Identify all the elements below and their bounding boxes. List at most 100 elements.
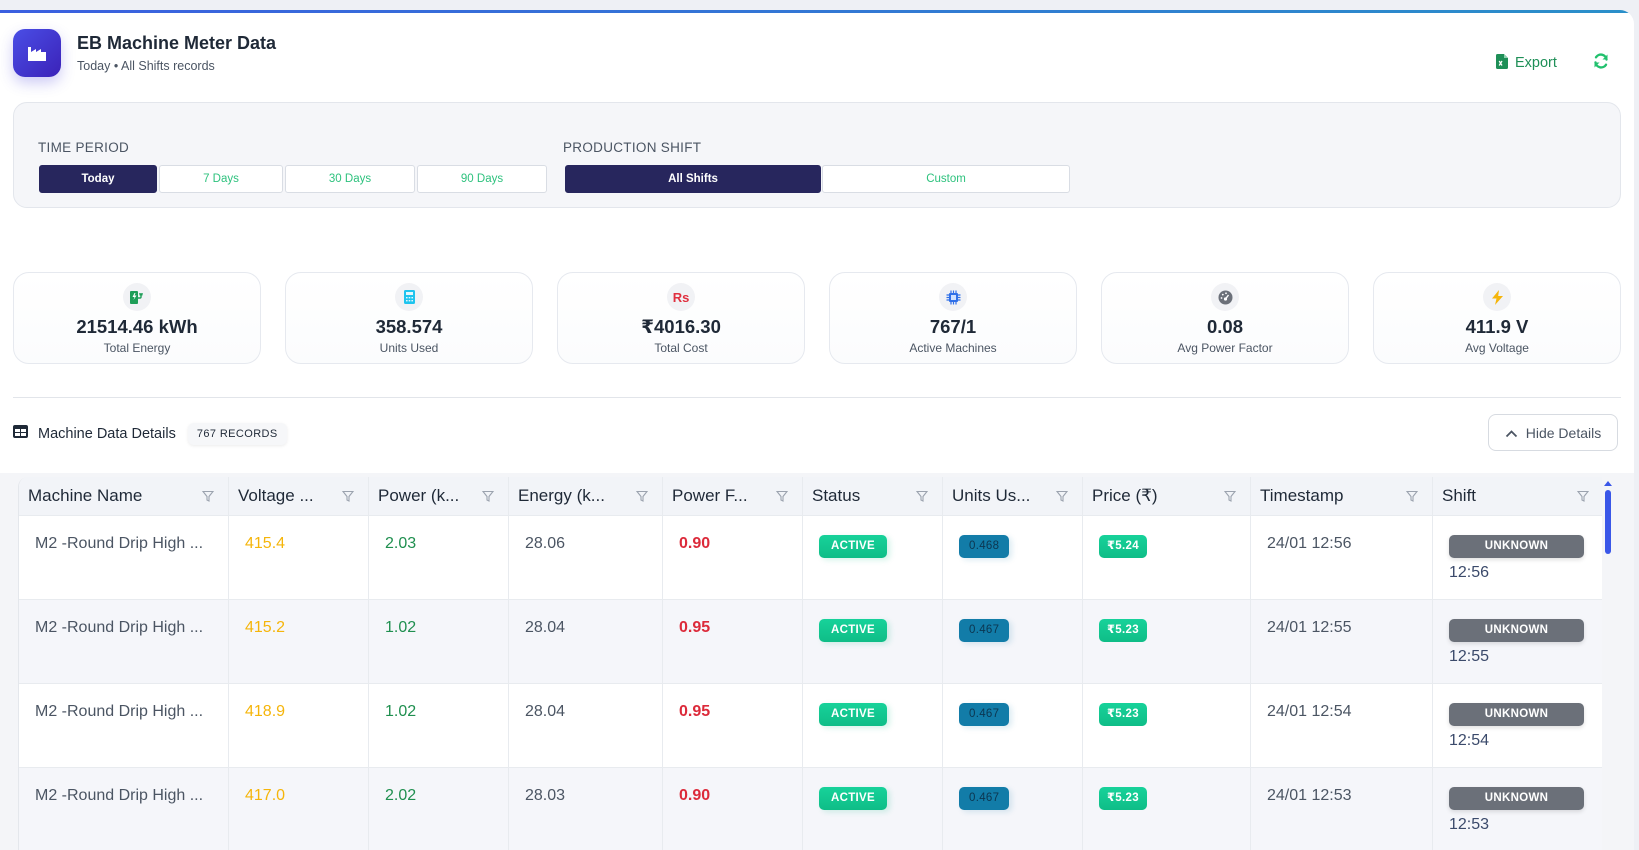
column-header-timestamp[interactable]: Timestamp	[1251, 477, 1433, 515]
column-header-voltage[interactable]: Voltage ...	[229, 477, 369, 515]
cell-machine-name: M2 -Round Drip High ...	[19, 516, 229, 599]
cell-machine-name: M2 -Round Drip High ...	[19, 768, 229, 850]
records-count-badge: 767 RECORDS	[187, 423, 287, 445]
details-title: Machine Data Details	[38, 426, 176, 442]
chip-icon	[939, 283, 967, 311]
cell-machine-name: M2 -Round Drip High ...	[19, 684, 229, 767]
units-badge: 0.468	[959, 535, 1010, 558]
time-period-7-days[interactable]: 7 Days	[159, 165, 283, 193]
column-header-machine-name[interactable]: Machine Name	[19, 477, 229, 515]
refresh-icon	[1593, 52, 1609, 74]
cell-timestamp: 24/01 12:53	[1251, 768, 1433, 850]
status-badge: ACTIVE	[819, 703, 887, 726]
column-header-label: Energy (k...	[518, 486, 605, 505]
stat-value: 0.08	[1206, 316, 1243, 337]
stat-value: ₹4016.30	[641, 316, 721, 337]
cell-timestamp: 24/01 12:55	[1251, 600, 1433, 683]
cell-shift: UNKNOWN 12:53	[1433, 768, 1602, 850]
filter-icon[interactable]	[776, 490, 788, 502]
column-header-units-used[interactable]: Units Us...	[943, 477, 1083, 515]
price-badge: ₹5.23	[1099, 703, 1147, 726]
cell-voltage: 417.0	[229, 768, 369, 850]
cell-price: ₹5.23	[1083, 768, 1251, 850]
column-header-label: Voltage ...	[238, 486, 314, 505]
filter-icon[interactable]	[1224, 490, 1236, 502]
cell-power: 2.03	[369, 516, 509, 599]
column-header-energy[interactable]: Energy (k...	[509, 477, 663, 515]
filter-icon[interactable]	[1577, 490, 1589, 502]
stat-card-total-cost: Rs ₹4016.30 Total Cost	[557, 272, 805, 364]
filter-icon[interactable]	[1056, 490, 1068, 502]
units-badge: 0.467	[959, 787, 1010, 810]
filter-icon[interactable]	[636, 490, 648, 502]
shift-custom[interactable]: Custom	[822, 165, 1070, 193]
cell-energy: 28.04	[509, 684, 663, 767]
page-title: EB Machine Meter Data	[77, 33, 277, 53]
cell-power-factor: 0.90	[663, 768, 803, 850]
shift-time: 12:53	[1449, 816, 1490, 833]
cell-machine-name: M2 -Round Drip High ...	[19, 600, 229, 683]
export-label: Export	[1515, 55, 1557, 71]
cell-power: 1.02	[369, 600, 509, 683]
table-row[interactable]: M2 -Round Drip High ... 417.0 2.02 28.03…	[19, 768, 1602, 850]
filter-icon[interactable]	[202, 490, 214, 502]
table-row[interactable]: M2 -Round Drip High ... 415.4 2.03 28.06…	[19, 516, 1602, 600]
stat-label: Active Machines	[909, 341, 997, 355]
cell-power: 1.02	[369, 684, 509, 767]
stat-label: Units Used	[379, 341, 439, 355]
ev-charging-icon	[123, 283, 151, 311]
hide-details-label: Hide Details	[1525, 424, 1602, 441]
cell-status: ACTIVE	[803, 684, 943, 767]
column-header-price[interactable]: Price (₹)	[1083, 477, 1251, 515]
time-period-today[interactable]: Today	[39, 165, 157, 193]
filter-icon[interactable]	[342, 490, 354, 502]
units-badge: 0.467	[959, 703, 1010, 726]
cell-status: ACTIVE	[803, 600, 943, 683]
bolt-icon	[1483, 283, 1511, 311]
cell-power: 2.02	[369, 768, 509, 850]
cell-timestamp: 24/01 12:54	[1251, 684, 1433, 767]
stat-card-avg-power-factor: 0.08 Avg Power Factor	[1101, 272, 1349, 364]
column-header-shift[interactable]: Shift	[1433, 477, 1602, 515]
shift-badge: UNKNOWN	[1449, 703, 1584, 726]
cell-shift: UNKNOWN 12:54	[1433, 684, 1602, 767]
rupee-icon: Rs	[667, 283, 695, 311]
cell-energy: 28.03	[509, 768, 663, 850]
gauge-icon	[1211, 283, 1239, 311]
shift-all-shifts[interactable]: All Shifts	[565, 165, 821, 193]
refresh-button[interactable]	[1590, 52, 1612, 74]
column-header-power-factor[interactable]: Power F...	[663, 477, 803, 515]
table-scrollbar[interactable]	[1604, 481, 1612, 850]
filter-icon[interactable]	[916, 490, 928, 502]
details-header: Machine Data Details 767 RECORDS	[13, 421, 287, 447]
filter-panel: TIME PERIOD Today 7 Days 30 Days 90 Days…	[13, 102, 1621, 208]
cell-shift: UNKNOWN 12:55	[1433, 600, 1602, 683]
cell-voltage: 418.9	[229, 684, 369, 767]
cell-power-factor: 0.95	[663, 600, 803, 683]
shift-time: 12:54	[1449, 732, 1490, 749]
filter-icon[interactable]	[1406, 490, 1418, 502]
table-row[interactable]: M2 -Round Drip High ... 418.9 1.02 28.04…	[19, 684, 1602, 768]
table-icon	[13, 425, 28, 443]
units-badge: 0.467	[959, 619, 1010, 642]
shift-badge: UNKNOWN	[1449, 619, 1584, 642]
export-button[interactable]: Export	[1496, 52, 1557, 74]
column-header-label: Power F...	[672, 486, 748, 505]
time-period-90-days[interactable]: 90 Days	[417, 165, 547, 193]
hide-details-button[interactable]: Hide Details	[1488, 414, 1618, 451]
page-subtitle: Today • All Shifts records	[77, 59, 215, 73]
cell-status: ACTIVE	[803, 516, 943, 599]
stat-card-total-energy: 21514.46 kWh Total Energy	[13, 272, 261, 364]
table-row[interactable]: M2 -Round Drip High ... 415.2 1.02 28.04…	[19, 600, 1602, 684]
scroll-thumb[interactable]	[1605, 490, 1611, 554]
column-header-label: Status	[812, 486, 861, 505]
filter-icon[interactable]	[482, 490, 494, 502]
column-header-power[interactable]: Power (k...	[369, 477, 509, 515]
time-period-30-days[interactable]: 30 Days	[285, 165, 415, 193]
cell-units-used: 0.467	[943, 600, 1083, 683]
cell-price: ₹5.24	[1083, 516, 1251, 599]
column-header-status[interactable]: Status	[803, 477, 943, 515]
cell-voltage: 415.4	[229, 516, 369, 599]
scroll-up-arrow-icon[interactable]	[1604, 481, 1612, 486]
column-header-label: Price (₹)	[1092, 486, 1158, 505]
